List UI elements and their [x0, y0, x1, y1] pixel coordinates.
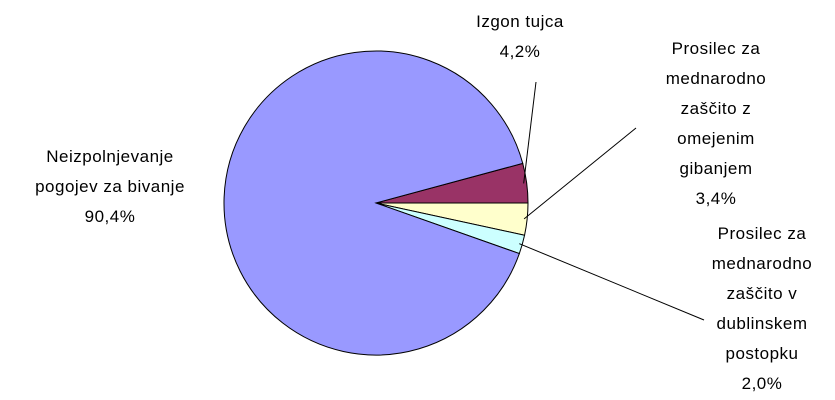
slice-name: Prosilec za mednarodno zaščito v dublins…	[711, 224, 813, 363]
slice-name: Izgon tujca	[476, 12, 564, 31]
slice-value: 90,4%	[84, 207, 136, 226]
leader-line	[523, 127, 637, 220]
slice-value: 2,0%	[741, 374, 783, 393]
pie-slice	[223, 50, 524, 356]
slice-label: Izgon tujca 4,2%	[460, 7, 580, 67]
slice-label: Prosilec za mednarodno zaščito v dublins…	[706, 219, 818, 399]
slice-value: 4,2%	[499, 42, 541, 61]
leader-line	[519, 243, 705, 321]
slice-name: Prosilec za mednarodno zaščito z omejeni…	[665, 39, 767, 178]
leader-line	[523, 81, 537, 184]
slice-label: Neizpolnjevanje pogojev za bivanje 90,4%	[20, 142, 200, 232]
slice-label: Prosilec za mednarodno zaščito z omejeni…	[660, 34, 772, 214]
slice-value: 3,4%	[695, 189, 737, 208]
slice-name: Neizpolnjevanje pogojev za bivanje	[35, 147, 185, 196]
